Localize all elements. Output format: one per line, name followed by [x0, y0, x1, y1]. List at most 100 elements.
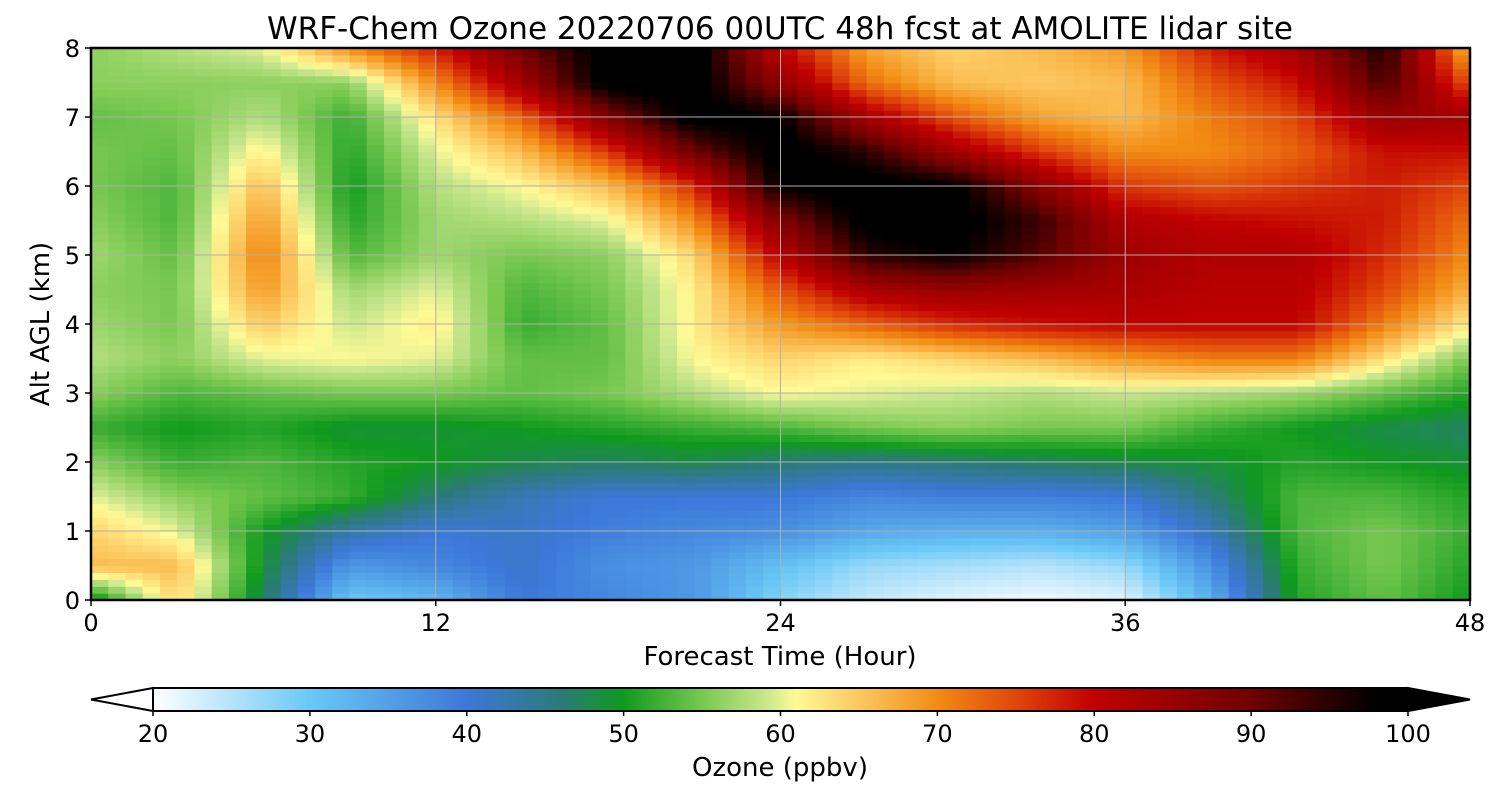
- heatmap-cell: [1194, 420, 1213, 429]
- heatmap-cell: [487, 517, 506, 525]
- heatmap-cell: [1090, 386, 1109, 394]
- heatmap-cell: [211, 275, 230, 284]
- heatmap-cell: [1073, 565, 1092, 573]
- heatmap-cell: [1349, 213, 1368, 222]
- heatmap-cell: [608, 462, 626, 470]
- heatmap-cell: [849, 296, 868, 304]
- heatmap-cell: [315, 524, 333, 532]
- heatmap-cell: [1383, 551, 1402, 560]
- heatmap-cell: [556, 427, 575, 435]
- heatmap-cell: [142, 379, 161, 387]
- heatmap-cell: [1194, 393, 1213, 401]
- heatmap-cell: [1314, 510, 1333, 518]
- heatmap-cell: [435, 241, 454, 249]
- heatmap-cell: [659, 489, 678, 498]
- heatmap-cell: [470, 496, 489, 504]
- heatmap-cell: [763, 337, 782, 346]
- heatmap-cell: [659, 551, 678, 560]
- heatmap-cell: [694, 317, 713, 325]
- heatmap-cell: [539, 572, 558, 580]
- heatmap-cell: [332, 206, 351, 215]
- heatmap-cell: [1039, 351, 1057, 360]
- heatmap-cell: [91, 344, 109, 353]
- heatmap-cell: [315, 365, 333, 373]
- heatmap-cell: [1176, 344, 1195, 353]
- heatmap-cell: [1228, 192, 1247, 201]
- heatmap-cell: [91, 475, 109, 484]
- heatmap-cell: [883, 186, 902, 194]
- heatmap-cell: [1125, 241, 1144, 249]
- heatmap-cell: [470, 337, 489, 346]
- heatmap-cell: [746, 537, 764, 546]
- heatmap-cell: [228, 413, 247, 422]
- heatmap-cell: [194, 282, 213, 291]
- heatmap-cell: [332, 268, 351, 277]
- heatmap-cell: [228, 241, 247, 249]
- heatmap-cell: [1142, 586, 1161, 594]
- heatmap-cell: [280, 275, 299, 284]
- heatmap-cell: [521, 565, 540, 573]
- heatmap-cell: [694, 310, 713, 318]
- heatmap-cell: [315, 427, 333, 435]
- heatmap-cell: [1383, 365, 1402, 373]
- heatmap-cell: [1263, 413, 1281, 422]
- heatmap-cell: [1263, 406, 1281, 415]
- heatmap-cell: [228, 399, 247, 408]
- heatmap-cell: [1332, 406, 1350, 415]
- heatmap-cell: [263, 248, 282, 256]
- heatmap-cell: [952, 324, 971, 332]
- heatmap-cell: [125, 199, 144, 208]
- heatmap-cell: [125, 372, 144, 380]
- heatmap-cell: [1245, 179, 1264, 187]
- heatmap-cell: [280, 199, 299, 208]
- heatmap-cell: [1194, 275, 1213, 284]
- heatmap-cell: [349, 517, 368, 525]
- heatmap-cell: [746, 275, 764, 284]
- heatmap-cell: [452, 441, 471, 449]
- heatmap-cell: [728, 517, 747, 525]
- heatmap-cell: [280, 358, 299, 366]
- heatmap-cell: [866, 413, 885, 422]
- heatmap-cell: [901, 475, 919, 484]
- heatmap-cell: [590, 206, 609, 215]
- heatmap-cell: [573, 192, 592, 201]
- heatmap-cell: [1073, 255, 1092, 263]
- heatmap-cell: [263, 192, 282, 201]
- heatmap-cell: [728, 310, 747, 318]
- heatmap-cell: [883, 351, 902, 360]
- heatmap-cell: [1073, 579, 1092, 587]
- heatmap-cell: [1280, 310, 1299, 318]
- heatmap-cell: [797, 482, 816, 491]
- heatmap-cell: [1245, 565, 1264, 573]
- heatmap-cell: [814, 255, 833, 263]
- heatmap-cell: [797, 537, 816, 546]
- heatmap-cell: [1108, 324, 1126, 332]
- heatmap-cell: [1263, 468, 1281, 477]
- heatmap-cell: [194, 586, 213, 594]
- heatmap-cell: [1090, 393, 1109, 401]
- heatmap-cell: [970, 406, 988, 415]
- heatmap-cell: [694, 386, 713, 394]
- heatmap-cell: [401, 358, 420, 366]
- heatmap-cell: [970, 192, 988, 201]
- heatmap-cell: [1056, 365, 1075, 373]
- heatmap-cell: [384, 261, 402, 270]
- heatmap-cell: [763, 565, 782, 573]
- heatmap-cell: [504, 289, 523, 297]
- heatmap-cell: [366, 344, 385, 353]
- heatmap-cell: [1332, 282, 1350, 291]
- heatmap-cell: [1366, 282, 1385, 291]
- heatmap-cell: [418, 324, 437, 332]
- heatmap-cell: [883, 572, 902, 580]
- heatmap-cell: [1211, 213, 1230, 222]
- heatmap-cell: [280, 351, 299, 360]
- heatmap-cell: [608, 372, 626, 380]
- heatmap-cell: [797, 510, 816, 518]
- heatmap-cell: [1090, 303, 1109, 311]
- heatmap-cell: [1263, 462, 1281, 470]
- heatmap-cell: [694, 393, 713, 401]
- heatmap-cell: [246, 551, 264, 560]
- heatmap-cell: [263, 358, 282, 366]
- heatmap-cell: [1383, 227, 1402, 235]
- heatmap-cell: [1142, 406, 1161, 415]
